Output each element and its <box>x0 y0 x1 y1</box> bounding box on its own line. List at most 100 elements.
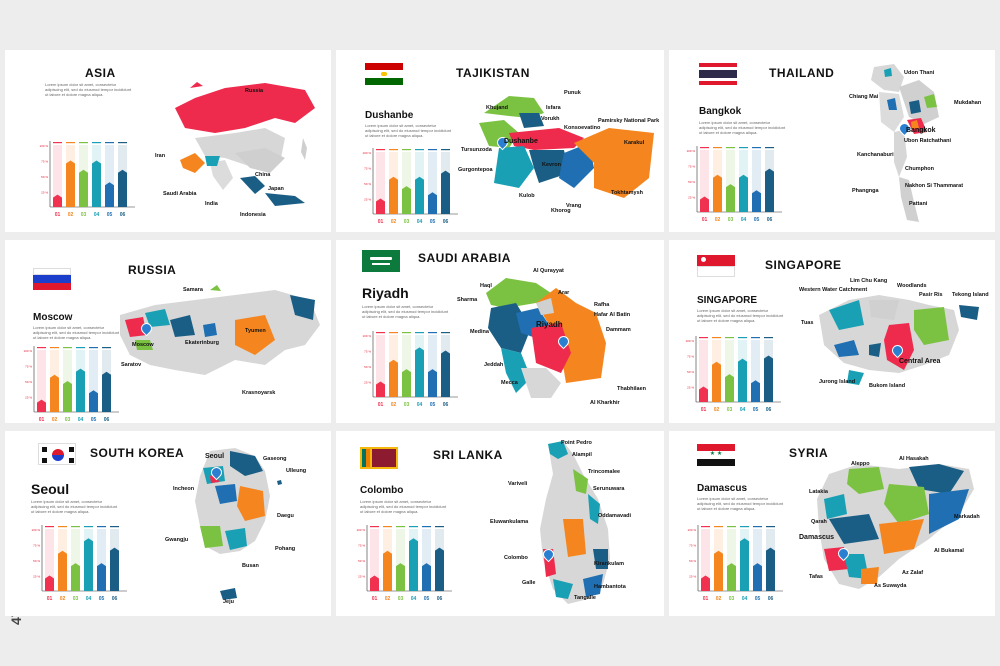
bar-background <box>89 350 98 412</box>
map-label: Aleppo <box>851 461 870 467</box>
map-label: Tangalle <box>574 595 596 601</box>
map-label: As Suwayda <box>874 583 907 589</box>
bar-cap <box>84 526 93 528</box>
bar-cap <box>699 337 708 339</box>
map-label: Khujand <box>486 105 508 111</box>
bar-cap <box>402 149 411 151</box>
map-label: Konsoevatino <box>564 125 601 131</box>
thailand-map <box>871 64 939 222</box>
category-label: 01 <box>378 219 384 225</box>
bar <box>50 374 59 412</box>
bar-background <box>402 335 411 397</box>
bar-chart: 100 % 75 % 50 % 25 % 01 02 03 04 05 06 <box>686 146 782 223</box>
flag-icon <box>38 443 76 465</box>
map-label-capital: Seoul <box>205 453 225 460</box>
map-label: Khorog <box>551 208 571 214</box>
category-label: 05 <box>753 407 759 413</box>
category-label: 06 <box>443 402 449 408</box>
bar-chart: 100 % 75 % 50 % 25 % 01 02 03 04 05 06 <box>31 525 127 602</box>
flag-icon <box>33 268 71 290</box>
lorem-text: Lorem ipsum dolor sit amet, consectetur … <box>697 496 784 511</box>
tick-label: 25 % <box>41 191 48 195</box>
map-label: Colombo <box>504 555 528 561</box>
bar-background <box>428 335 437 397</box>
bar <box>415 347 424 397</box>
category-label: 03 <box>404 219 410 225</box>
bar-cap <box>714 526 723 528</box>
bar-cap <box>118 142 127 144</box>
bar-background <box>727 529 736 591</box>
tick-label: 50 % <box>687 370 694 374</box>
bar-cap <box>766 526 775 528</box>
bar <box>89 390 98 412</box>
map-label: Tursunzoda <box>461 147 492 153</box>
slide-sri-lanka[interactable]: SRI LANKA Colombo Lorem ipsum dolor sit … <box>336 431 664 616</box>
lorem-text: Lorem ipsum dolor sit amet, consectetur … <box>31 499 118 514</box>
map-label: Alampil <box>572 452 592 458</box>
tick-label: 100 % <box>39 144 48 148</box>
slide-singapore[interactable]: SINGAPORE SINGAPORE Lorem ipsum dolor si… <box>669 240 995 423</box>
lorem-text: Lorem ipsum dolor sit amet, consectetur … <box>33 325 120 340</box>
map-label: Incheon <box>173 486 195 492</box>
bar <box>441 170 450 214</box>
bar <box>102 371 111 412</box>
bar <box>79 169 88 207</box>
map-label: Isfara <box>546 105 561 111</box>
map-label: Krasnoyarsk <box>242 390 276 396</box>
bar-background <box>105 145 114 207</box>
tick-label: 50 % <box>364 182 371 186</box>
tick-label: 50 % <box>25 380 32 384</box>
category-label: 04 <box>411 596 417 602</box>
bar-cap <box>738 337 747 339</box>
bar-cap <box>712 337 721 339</box>
bar-cap <box>739 147 748 149</box>
bar <box>58 550 67 591</box>
map-label: Chiang Mai <box>849 94 879 100</box>
flag-icon <box>697 255 735 277</box>
category-label: 02 <box>391 402 397 408</box>
tick-label: 25 % <box>688 196 695 200</box>
map-label: Trincomalee <box>588 469 621 475</box>
slide-tajikistan[interactable]: TAJIKISTAN Dushanbe Lorem ipsum dolor si… <box>336 50 664 232</box>
tick-label: 75 % <box>687 355 694 359</box>
bar <box>105 182 114 207</box>
slide-syria[interactable]: ★ ★ SYRIA Damascus Lorem ipsum dolor sit… <box>669 431 995 616</box>
map-label: Gwangju <box>165 537 189 543</box>
category-label: 05 <box>430 402 436 408</box>
bar-cap <box>89 347 98 349</box>
bar-background <box>752 150 761 212</box>
slide-thailand[interactable]: THAILAND Bangkok Lorem ipsum dolor sit a… <box>669 50 995 232</box>
category-label: 02 <box>385 596 391 602</box>
category-label: 02 <box>60 596 66 602</box>
category-label: 02 <box>52 417 58 423</box>
slide-asia[interactable]: ASIA Lorem ipsum dolor sit amet, consect… <box>5 50 331 232</box>
category-label: 05 <box>99 596 105 602</box>
category-label: 06 <box>767 217 773 223</box>
category-label: 05 <box>754 217 760 223</box>
bar-cap <box>415 149 424 151</box>
bar-cap <box>370 526 379 528</box>
map-label-capital: Central Area <box>899 358 941 365</box>
map-label: Tokhtamysh <box>611 190 643 196</box>
capital-name: Colombo <box>360 485 404 496</box>
slide-russia[interactable]: RUSSIA Moscow Lorem ipsum dolor sit amet… <box>5 240 331 423</box>
bar-cap <box>105 142 114 144</box>
sri-lanka-map <box>540 441 610 604</box>
bar <box>700 196 709 212</box>
bar-chart: 100 % 75 % 50 % 25 % 01 02 03 04 05 06 <box>356 525 452 602</box>
category-label: 01 <box>55 212 61 218</box>
bar-chart: 100 % 75 % 50 % 25 % 01 02 03 04 05 06 <box>39 141 135 218</box>
slide-title: SOUTH KOREA <box>90 446 185 460</box>
map-label: Japan <box>268 186 284 192</box>
syria-map <box>817 464 974 589</box>
bar <box>428 192 437 214</box>
map-label: Lim Chu Kang <box>850 278 888 284</box>
bar <box>441 350 450 397</box>
slide-south-korea[interactable]: SOUTH KOREA Seoul Lorem ipsum dolor sit … <box>5 431 331 616</box>
bar-cap <box>76 347 85 349</box>
tick-label: 100 % <box>685 339 694 343</box>
map-label: Udon Thani <box>904 70 935 76</box>
asia-map <box>175 82 315 206</box>
slide-saudi-arabia[interactable]: SAUDI ARABIA Riyadh Lorem ipsum dolor si… <box>336 240 664 423</box>
tick-label: 100 % <box>31 528 40 532</box>
